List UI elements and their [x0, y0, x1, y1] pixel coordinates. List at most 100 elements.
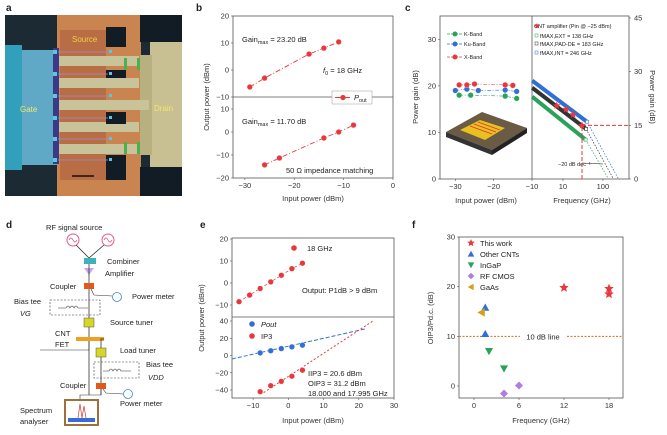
e-pout-point [278, 345, 285, 352]
c-k-band-line [459, 94, 517, 99]
panel-label-b: b [196, 3, 202, 14]
panel-label-f: f [412, 220, 416, 231]
b-y-top-tick-label: 10 [221, 39, 229, 48]
power-meter-label-2: Power meter [120, 399, 163, 408]
e-x-tick-label: 20 [355, 401, 363, 410]
b-y-top-tick-label: 20 [221, 12, 229, 21]
c-k-band-point [467, 92, 474, 99]
coupler-label-2: Coupler [60, 381, 87, 390]
e-legend-pout-marker [249, 321, 255, 327]
load-tuner-label: Load tuner [120, 346, 156, 355]
f-this-work-marker [604, 289, 614, 299]
b-y-bottom-tick-label: −20 [216, 174, 229, 183]
e-pout-point [267, 347, 274, 354]
f-ingap-marker [500, 365, 508, 373]
c-right-x-tick-label: 100 [597, 182, 610, 191]
e-18ghz-point [278, 272, 285, 279]
c-legend-x: X-Band [464, 55, 482, 61]
fet-label: FET [55, 340, 70, 349]
c-left-y-tick-label: 30 [428, 35, 436, 44]
bias-tee-label-2: Bias tee [146, 360, 173, 369]
b-y-bottom-tick-label: −10 [216, 151, 229, 160]
e-x-tick-label: 30 [390, 401, 398, 410]
e-x-tick-label: −10 [247, 401, 260, 410]
c-legend-cnt: CNT amplifier (Pin @ −25 dBm) [534, 24, 612, 30]
power-meter-icon [112, 292, 122, 302]
c-legend-square [534, 41, 539, 46]
b-top-pout-point [320, 45, 327, 52]
device-micrograph: Gate Source Drain [5, 15, 182, 196]
c-fmax-marker [583, 137, 588, 142]
b-y-bottom-tick-label: 0 [225, 128, 229, 137]
c-fmax-marker [584, 127, 588, 131]
c-legend-marker [452, 54, 458, 60]
c-ku-band-point [513, 88, 520, 95]
f-ingap-legend-label: InGaP [480, 261, 501, 270]
c-fmax-extrapolation [585, 128, 614, 180]
c-left-y-tick-label: 10 [428, 128, 436, 137]
c-left-x-tick-label: −20 [487, 182, 500, 191]
cnt-label: CNT [55, 329, 71, 338]
c-ku-band-line [455, 88, 517, 92]
coupler-icon [96, 383, 106, 389]
chart-c: Power gain (dB) Power gain (dB) Input po… [411, 14, 657, 206]
c-fmax-line [530, 86, 588, 131]
power-meter-icon [123, 389, 133, 399]
c-legend-ku: Ku-Band [464, 42, 485, 48]
c-legend-pad: fMAX,PAD-DE = 183 GHz [540, 42, 604, 48]
e-ip3-point [267, 382, 274, 389]
f-ingap-legend-marker [467, 262, 475, 269]
b-bottom-pout-point [320, 135, 327, 141]
e-18ghz-point [299, 260, 306, 267]
coupler-label-1: Coupler [50, 282, 77, 291]
c-right-y-tick-label: 15 [634, 121, 642, 130]
c-right-x-tick-label: 10 [559, 182, 567, 191]
f-gaas-legend-label: GaAs [480, 283, 499, 292]
e-legend-ip3-marker [249, 333, 255, 339]
b-bottom-pout-point [276, 155, 283, 161]
e-y-top-tick-label: −10 [215, 301, 228, 310]
combiner-icon [84, 258, 96, 264]
panel-label-a: a [6, 3, 12, 14]
f-x-tick-label: 12 [560, 401, 568, 410]
f-y-tick-label: 0 [451, 382, 455, 391]
c-k-band-point [502, 93, 509, 100]
f-x-tick-label: 6 [517, 401, 521, 410]
c-legend-marker [452, 31, 458, 37]
c-x-band-point [456, 81, 463, 88]
rf-source-label: RF signal source [46, 223, 102, 232]
b-f0: f0 = 18 GHz [323, 66, 362, 77]
c-legend-ext: fMAX,EXT = 138 GHz [540, 34, 594, 40]
e-18ghz-point [246, 292, 253, 299]
e-legend-ip3: IP3 [261, 332, 272, 341]
e-x-tick-label: 10 [319, 401, 327, 410]
e-y-bottom-tick-label: −40 [215, 386, 228, 395]
c-x-band-point [509, 82, 516, 89]
amplifier-label: Amplifier [105, 269, 135, 278]
panel-label-e: e [200, 220, 206, 231]
analyser-label: analyser [20, 417, 49, 426]
e-y-top-tick-label: 20 [220, 235, 228, 244]
c-left-x-tick-label: −10 [526, 182, 539, 191]
f-10db-line-label: 10 dB line [526, 332, 559, 341]
c-legend-star [534, 23, 540, 29]
e-y-bottom-tick-label: 0 [224, 351, 228, 360]
b-legend-label: Pout [354, 93, 367, 104]
e-ip3-point [278, 378, 285, 385]
f-x-tick-label: 18 [605, 401, 613, 410]
f-other-cnts-legend-label: Other CNTs [480, 250, 519, 259]
e-18ghz-point [267, 278, 274, 285]
b-legend-marker [340, 94, 346, 101]
c-cnt-amplifier-star [552, 101, 561, 109]
c-k-band-point [513, 95, 520, 102]
panel-label-d: d [6, 220, 12, 231]
b-y-top-tick-label: −10 [216, 93, 229, 102]
e-ip3-point [288, 373, 295, 380]
e-x-tick-label: 0 [286, 401, 290, 410]
e-ylabel: Output power (dBm) [197, 284, 206, 352]
b-bottom-pout-point [350, 122, 357, 129]
b-top-pout-point [335, 38, 342, 45]
c-left-x-tick-label: −30 [449, 182, 462, 191]
f-ingap-marker [485, 348, 493, 356]
